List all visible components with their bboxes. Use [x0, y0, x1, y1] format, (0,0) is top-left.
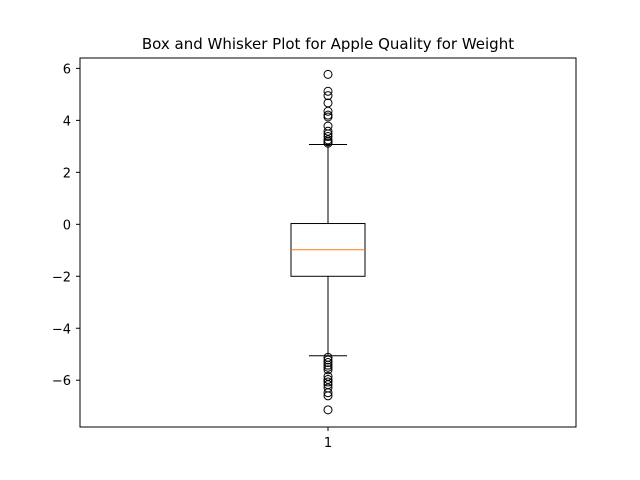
outlier-point — [323, 365, 333, 375]
axes: 6 4 2 0 −2 −4 −6 1 — [52, 57, 577, 451]
outlier-point — [323, 69, 333, 79]
outlier-point — [323, 391, 333, 401]
plot-marks — [290, 69, 366, 415]
outlier-point — [323, 112, 333, 122]
y-tick-label: −6 — [52, 374, 71, 389]
outlier-point — [323, 377, 333, 387]
outlier-point — [323, 405, 333, 415]
outlier-point — [323, 131, 333, 141]
outlier-point — [323, 106, 333, 116]
outlier-point — [323, 360, 333, 370]
y-tick-label: −2 — [52, 270, 71, 285]
outlier-point — [323, 86, 333, 96]
outlier-point — [323, 355, 333, 365]
y-tick-label: 4 — [63, 114, 71, 129]
y-tick-label: 2 — [63, 166, 71, 181]
outlier-point — [323, 374, 333, 384]
chart-title: Box and Whisker Plot for Apple Quality f… — [142, 35, 514, 53]
outlier-point — [323, 91, 333, 101]
y-tick-label: 6 — [63, 62, 71, 77]
outlier-point — [323, 388, 333, 398]
outlier-point — [323, 138, 333, 148]
y-tick-label: −4 — [52, 322, 71, 337]
outlier-point — [323, 362, 333, 372]
y-tick-label: 0 — [63, 218, 71, 233]
outlier-point — [323, 126, 333, 136]
outlier-point — [323, 358, 333, 368]
x-tick-label: 1 — [324, 436, 332, 451]
